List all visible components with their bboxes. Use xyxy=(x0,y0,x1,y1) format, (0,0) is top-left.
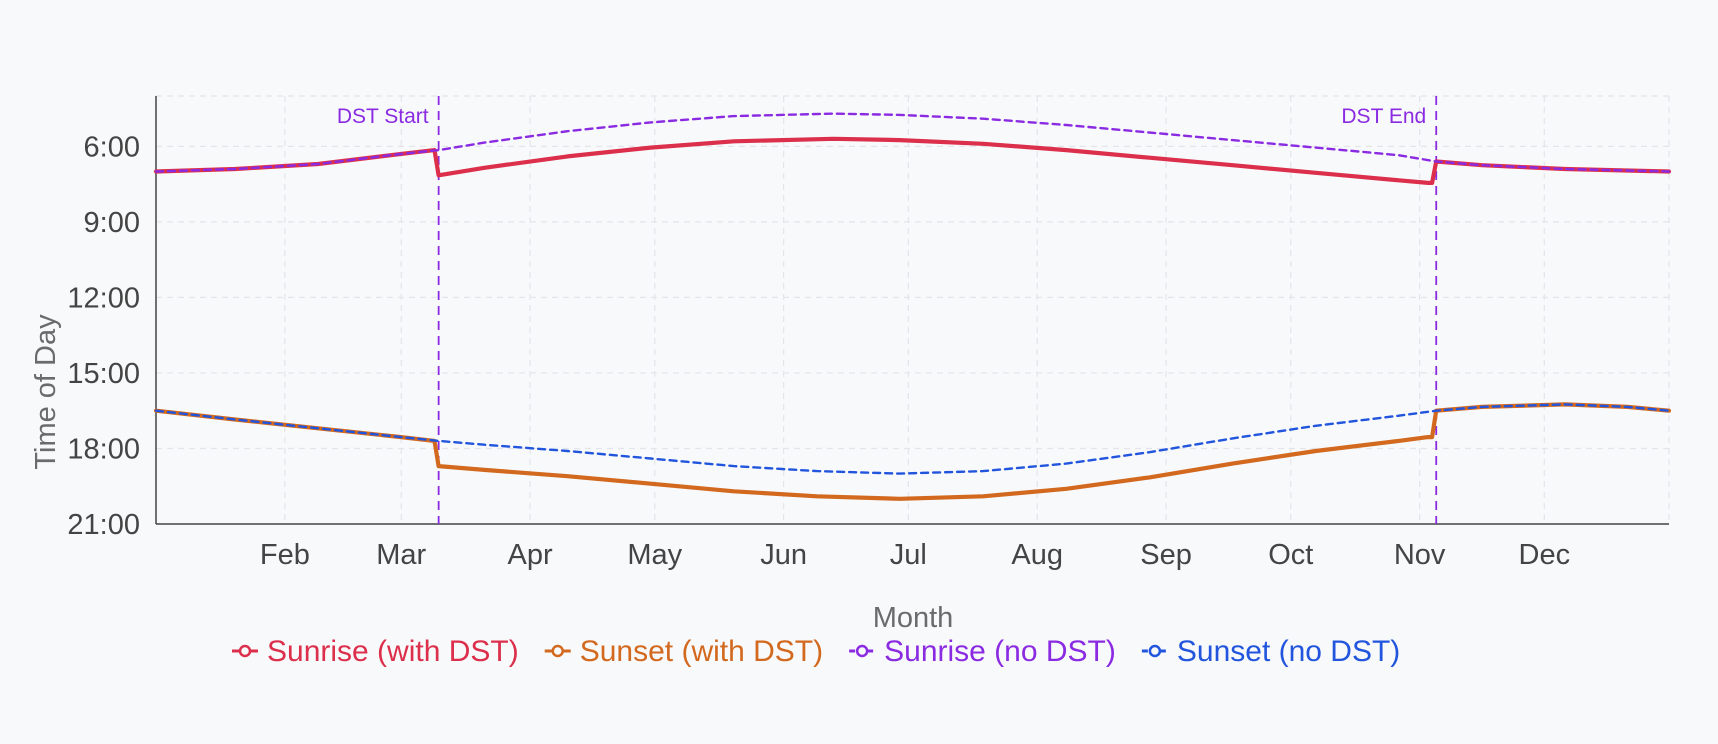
series-line-sunrise-with-dst xyxy=(153,136,1672,185)
series-line-sunset-no-dst xyxy=(154,403,1671,475)
legend-item[interactable]: Sunrise (with DST) xyxy=(232,635,519,668)
series-line-sunrise-no-dst xyxy=(154,112,1671,173)
x-tick-label: May xyxy=(627,539,682,571)
legend-label: Sunrise (no DST) xyxy=(884,635,1116,668)
y-tick-label: 12:00 xyxy=(67,282,140,314)
legend-marker xyxy=(1148,644,1162,658)
y-axis-title: Time of Day xyxy=(30,314,62,470)
x-axis-title: Month xyxy=(873,602,954,634)
x-tick-label: Feb xyxy=(260,539,310,571)
annotation-label: DST Start xyxy=(337,105,429,128)
series-lines xyxy=(153,112,1672,501)
y-tick-label: 6:00 xyxy=(84,131,140,163)
y-tick-label: 18:00 xyxy=(67,433,140,465)
x-tick-label: Jul xyxy=(890,539,927,571)
x-tick-label: Oct xyxy=(1268,539,1313,571)
legend-marker xyxy=(855,644,869,658)
y-tick-labels: 6:00 9:00 12:00 15:00 18:00 21:00 xyxy=(67,131,140,541)
x-tick-label: Nov xyxy=(1394,539,1446,571)
y-tick-label: 15:00 xyxy=(67,358,140,390)
x-tick-label: Aug xyxy=(1011,539,1063,571)
annotation-label: DST End xyxy=(1341,105,1426,128)
x-tick-labels: Feb Mar Apr May Jun Jul Aug Sep Oct Nov Dec xyxy=(260,539,1570,571)
x-tick-label: Apr xyxy=(508,539,553,571)
y-tick-label: 9:00 xyxy=(84,207,140,239)
legend-item[interactable]: Sunset (with DST) xyxy=(544,635,823,668)
y-tick-label: 21:00 xyxy=(67,509,140,541)
annotations: DST Start DST End xyxy=(337,96,1438,524)
x-tick-label: Jun xyxy=(760,539,807,571)
legend-label: Sunset (with DST) xyxy=(580,635,823,668)
legend-marker xyxy=(238,644,252,658)
legend-marker xyxy=(551,644,564,658)
axes xyxy=(155,96,1669,525)
legend-label: Sunrise (with DST) xyxy=(267,635,519,668)
x-tick-label: Mar xyxy=(376,539,426,571)
x-tick-label: Sep xyxy=(1140,539,1192,571)
legend: Sunrise (with DST) Sunset (with DST) Sunri… xyxy=(232,635,1400,668)
x-tick-label: Dec xyxy=(1519,539,1571,571)
legend-item[interactable]: Sunset (no DST) xyxy=(1141,635,1400,668)
legend-item[interactable]: Sunrise (no DST) xyxy=(849,635,1116,668)
series-line-sunset-with-dst xyxy=(153,402,1672,501)
legend-label: Sunset (no DST) xyxy=(1177,635,1400,668)
